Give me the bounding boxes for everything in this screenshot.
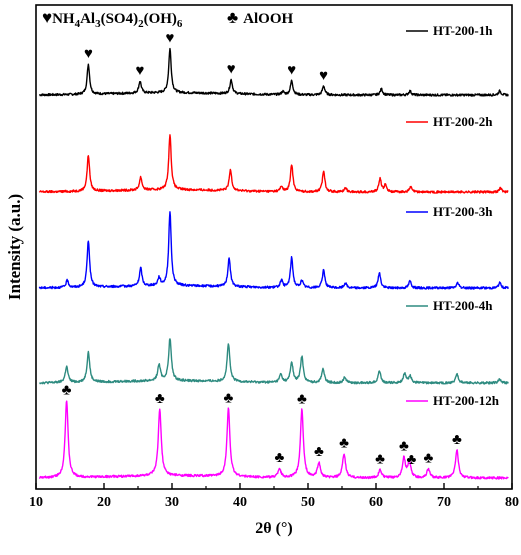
- series-label-ht-200-12h: HT-200-12h: [433, 393, 500, 408]
- series-line-ht-200-1h: [39, 47, 509, 97]
- series-line-ht-200-2h: [38, 134, 509, 194]
- heart-marker-icon: ♥: [287, 63, 296, 79]
- club-icon: ♣: [227, 8, 238, 27]
- x-tick-label: 40: [233, 495, 247, 510]
- x-axis-label: 2θ (°): [255, 520, 292, 537]
- x-tick-label: 20: [97, 495, 111, 510]
- heart-icon: ♥: [42, 8, 52, 27]
- club-marker-icon: ♣: [406, 452, 416, 468]
- club-marker-icon: ♣: [297, 392, 307, 408]
- club-marker-icon: ♣: [452, 432, 462, 448]
- club-marker-icon: ♣: [62, 383, 72, 399]
- club-marker-icon: ♣: [274, 450, 284, 466]
- x-axis-ticks: 10 20 30 40 50 60 70 80: [29, 483, 519, 510]
- heart-marker-icon: ♥: [84, 46, 93, 62]
- heart-marker-icon: ♥: [136, 63, 145, 79]
- formula-part: Al: [80, 11, 95, 27]
- heart-marker-icon: ♥: [166, 31, 175, 47]
- club-marker-icon: ♣: [399, 438, 409, 454]
- plot-frame: [35, 4, 513, 490]
- series-label-ht-200-3h: HT-200-3h: [433, 204, 493, 219]
- series-labels: HT-200-1h HT-200-2h HT-200-3h HT-200-4h HT-2…: [406, 23, 500, 408]
- series-line-ht-200-12h: [38, 400, 509, 480]
- formula-part: (SO4): [101, 11, 139, 27]
- x-tick-label: 10: [29, 495, 43, 510]
- phase-legend-alooh-label: AlOOH: [243, 11, 293, 27]
- formula-subscript: 3: [95, 18, 101, 30]
- formula-subscript: 4: [75, 18, 81, 30]
- formula-part: NH: [52, 11, 75, 27]
- phase-legend-alooh: ♣ AlOOH: [227, 8, 293, 27]
- x-tick-label: 50: [301, 495, 315, 510]
- x-tick-label: 70: [437, 495, 451, 510]
- phase-legend: ♥NH4Al3(SO4)2(OH)6 ♣ AlOOH: [42, 8, 293, 30]
- club-marker-icon: ♣: [314, 444, 324, 460]
- phase-markers: ♥♥♥♥ ♥ ♥♣♣ ♣♣♣♣♣♣♣♣ ♣♣: [62, 31, 462, 468]
- y-axis-label: Intensity (a.u.): [5, 194, 24, 300]
- formula-subscript: 2: [138, 18, 144, 30]
- club-marker-icon: ♣: [223, 391, 233, 407]
- x-axis-label-text: 2θ (°): [255, 520, 292, 537]
- phase-legend-ammonium-alunite: ♥NH4Al3(SO4)2(OH)6: [42, 8, 183, 30]
- x-tick-label: 60: [369, 495, 383, 510]
- heart-marker-icon: ♥: [227, 62, 236, 78]
- formula-part: (OH): [144, 11, 177, 27]
- x-tick-label: 30: [165, 495, 179, 510]
- series-traces: [38, 47, 509, 480]
- x-tick-label: 80: [505, 495, 519, 510]
- club-marker-icon: ♣: [339, 436, 349, 452]
- formula-subscript: 6: [177, 18, 183, 30]
- club-marker-icon: ♣: [155, 391, 165, 407]
- series-line-ht-200-4h: [39, 338, 509, 385]
- series-line-ht-200-3h: [38, 211, 509, 290]
- series-label-ht-200-4h: HT-200-4h: [433, 298, 493, 313]
- club-marker-icon: ♣: [375, 452, 385, 468]
- club-marker-icon: ♣: [423, 451, 433, 467]
- series-label-ht-200-1h: HT-200-1h: [433, 23, 493, 38]
- heart-marker-icon: ♥: [319, 68, 328, 84]
- series-label-ht-200-2h: HT-200-2h: [433, 114, 493, 129]
